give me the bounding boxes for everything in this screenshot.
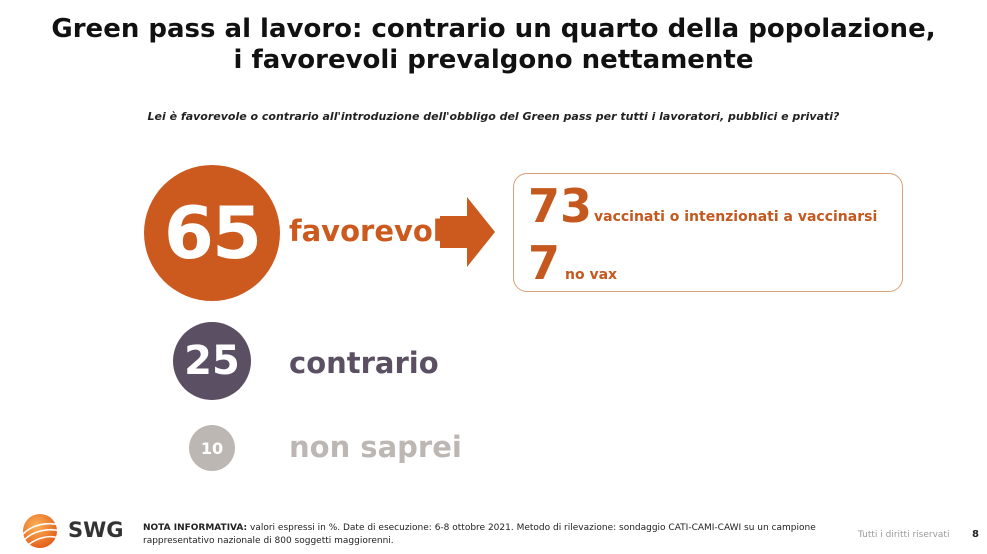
category-label-favorevole: favorevole xyxy=(289,214,463,248)
survey-question: Lei è favorevole o contrario all'introdu… xyxy=(147,110,840,123)
title-line-2: i favorevoli prevalgono nettamente xyxy=(233,45,754,75)
breakdown-value-novax: 7 xyxy=(528,236,561,290)
arrow-right-icon xyxy=(440,197,495,267)
page-title: Green pass al lavoro: contrario un quart… xyxy=(0,14,987,76)
brand-name: SWG xyxy=(68,518,124,542)
category-label-non-saprei: non saprei xyxy=(289,430,462,464)
page-number: 8 xyxy=(972,529,979,540)
value-bubble-contrario: 25 xyxy=(173,322,251,400)
breakdown-label-novax: no vax xyxy=(565,267,618,283)
category-label-contrario: contrario xyxy=(289,346,439,380)
arrow-shape xyxy=(440,197,495,267)
breakdown-label-vaccinated: vaccinati o intenzionati a vaccinarsi xyxy=(594,209,878,225)
copyright-notice: Tutti i diritti riservati xyxy=(858,530,950,540)
breakdown-value-vaccinated: 73 xyxy=(528,179,593,233)
breakdown-box xyxy=(513,173,903,292)
value-bubble-favorevole: 65 xyxy=(144,165,280,301)
value-bubble-non-saprei: 10 xyxy=(189,425,235,471)
note-heading: NOTA INFORMATIVA: xyxy=(143,523,248,533)
note-text: valori espressi in %. Date di esecuzione… xyxy=(143,523,816,546)
swg-logo-icon xyxy=(22,514,61,548)
title-line-1: Green pass al lavoro: contrario un quart… xyxy=(51,14,936,44)
methodology-note: NOTA INFORMATIVA: valori espressi in %. … xyxy=(143,522,823,548)
